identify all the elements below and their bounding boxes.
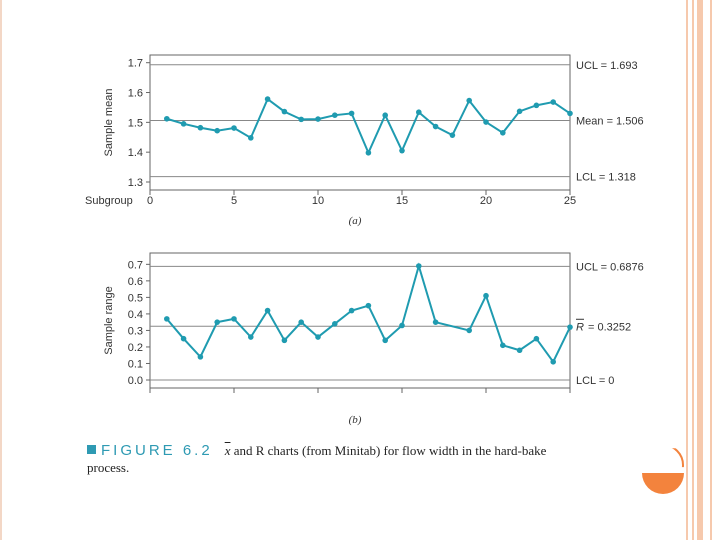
x-axis-label: Subgroup	[85, 195, 133, 207]
y-tick-label: 0.6	[128, 276, 143, 288]
data-point	[281, 108, 288, 115]
data-point	[197, 124, 204, 131]
x-tick-label: 25	[564, 195, 576, 207]
figure-caption: FIGURE 6.2 x and R charts (from Minitab) …	[87, 442, 647, 476]
data-point	[567, 110, 573, 117]
data-point	[281, 337, 288, 344]
y-tick-label: 1.5	[128, 117, 143, 129]
data-point	[214, 127, 220, 134]
accent-arc	[667, 448, 684, 468]
data-point	[332, 112, 338, 118]
data-point	[248, 135, 254, 141]
data-point	[416, 109, 422, 116]
lcl-label: LCL = 1.318	[576, 172, 636, 184]
y-tick-label: 0.3	[128, 325, 143, 337]
accent-circle	[642, 473, 684, 494]
x-tick-label: 5	[231, 195, 237, 207]
data-point	[264, 307, 271, 314]
data-point	[231, 316, 237, 322]
y-tick-label: 1.6	[128, 88, 143, 100]
data-point	[180, 121, 187, 127]
plot-frame	[149, 54, 571, 191]
series-line	[166, 262, 571, 364]
center-label: Mean = 1.506	[576, 116, 644, 128]
data-point	[550, 359, 556, 365]
center-symbol: R	[576, 321, 584, 333]
data-point	[533, 335, 540, 342]
data-point	[298, 319, 305, 325]
series-line	[166, 97, 571, 156]
slide-right-border-line	[692, 0, 694, 540]
slide-right-border-line	[710, 0, 712, 540]
data-point	[365, 302, 372, 309]
slide-right-border-line	[686, 0, 688, 540]
figure-marker	[87, 445, 96, 454]
data-point	[365, 149, 372, 156]
y-tick-label: 0.5	[128, 292, 143, 304]
data-point	[214, 319, 220, 325]
y-tick-label: 1.7	[128, 58, 143, 70]
y-tick-label: 0.1	[128, 358, 143, 370]
slide-right-border-band	[697, 0, 703, 540]
data-point	[432, 319, 439, 325]
data-point	[466, 97, 473, 104]
data-point	[382, 112, 389, 118]
x-tick-label: 0	[147, 195, 153, 207]
data-point	[416, 263, 422, 269]
y-tick-label: 0.0	[128, 375, 143, 387]
data-point	[332, 321, 338, 327]
data-point	[315, 334, 321, 340]
data-point	[382, 337, 389, 344]
x-tick-label: 20	[480, 195, 492, 207]
lcl-label: LCL = 0	[576, 375, 614, 387]
data-point	[500, 129, 506, 136]
data-point	[483, 119, 489, 125]
data-point	[298, 116, 305, 123]
caption-text: and R charts (from Minitab) for flow wid…	[230, 443, 547, 458]
data-point	[348, 307, 355, 314]
y-tick-label: 1.3	[128, 177, 143, 189]
data-point	[449, 132, 456, 138]
y-tick-label: 0.2	[128, 342, 143, 354]
data-point	[315, 116, 321, 122]
data-point	[180, 335, 187, 342]
panel-label: (b)	[349, 414, 362, 426]
data-point	[164, 115, 170, 122]
caption-xbar-symbol: x	[224, 443, 231, 458]
data-point	[533, 102, 540, 109]
data-point	[483, 292, 489, 299]
data-point	[550, 99, 556, 105]
data-point	[432, 123, 439, 130]
x-tick-label: 15	[396, 195, 408, 207]
data-point	[516, 347, 523, 354]
data-point	[466, 327, 473, 334]
data-point	[231, 125, 237, 131]
ucl-label: UCL = 0.6876	[576, 261, 644, 273]
data-point	[264, 96, 271, 102]
center-label: = 0.3252	[588, 321, 631, 333]
y-tick-label: 0.7	[128, 259, 143, 271]
data-point	[567, 324, 573, 330]
y-tick-label: 1.4	[128, 147, 143, 159]
data-point	[516, 108, 523, 115]
y-axis-label: Sample range	[103, 286, 115, 355]
data-point	[197, 354, 204, 360]
data-point	[348, 110, 355, 117]
caption-text-2: process.	[87, 460, 130, 475]
figure-label: FIGURE 6.2	[101, 442, 213, 459]
y-tick-label: 0.4	[128, 309, 143, 321]
y-axis-label: Sample mean	[103, 89, 115, 157]
slide-left-border	[0, 0, 2, 540]
data-point	[164, 316, 170, 322]
x-tick-label: 10	[312, 195, 324, 207]
data-point	[248, 334, 254, 340]
data-point	[399, 322, 405, 329]
plot-frame	[149, 252, 571, 389]
data-point	[399, 147, 405, 154]
panel-label: (a)	[349, 215, 362, 227]
ucl-label: UCL = 1.693	[576, 60, 638, 72]
data-point	[500, 342, 506, 349]
